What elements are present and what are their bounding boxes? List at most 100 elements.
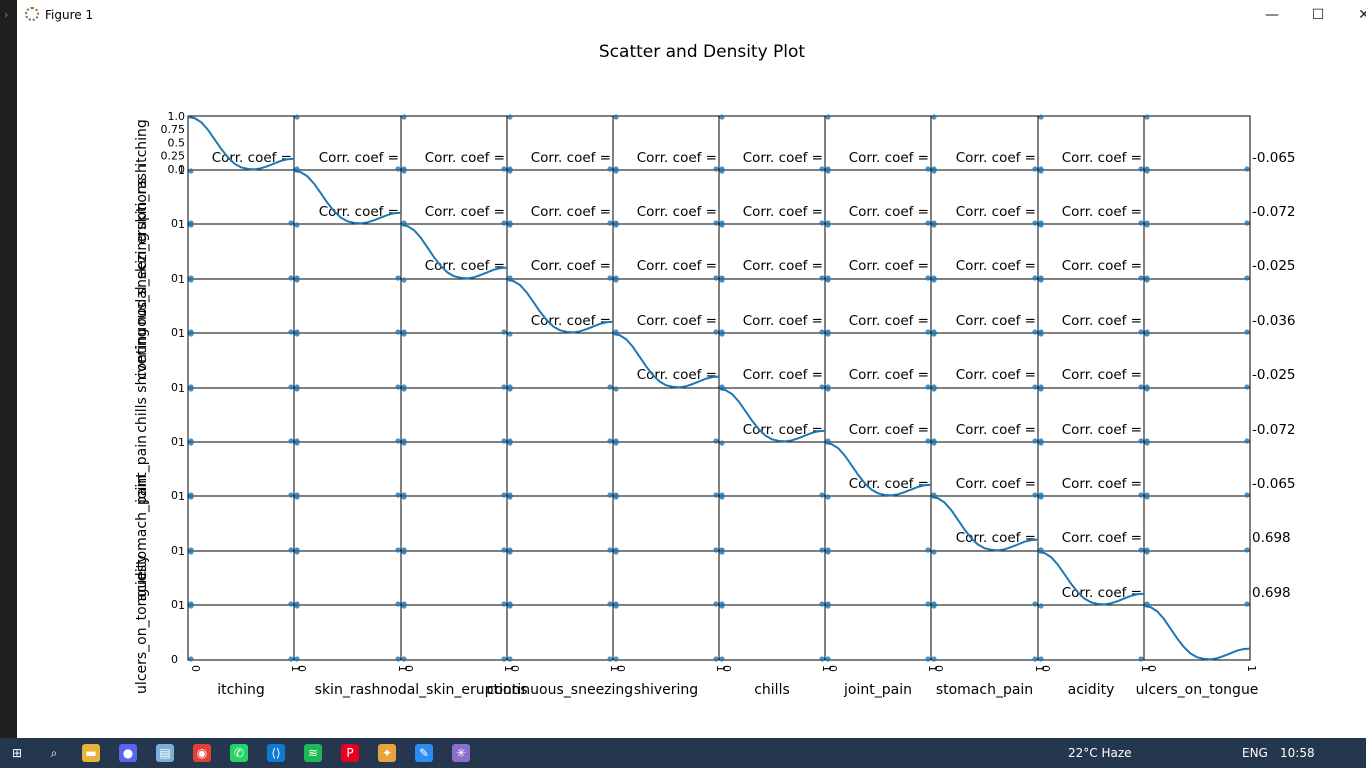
clock[interactable]: 10:58 (1280, 746, 1315, 760)
corr-coef-label: Corr. coef = (637, 258, 717, 274)
scatter-point (607, 438, 613, 444)
x-axis-label: itching (217, 682, 265, 698)
notepad-icon[interactable]: ▤ (156, 744, 174, 762)
pinterest-icon[interactable]: P (341, 744, 359, 762)
file-explorer-icon[interactable]: ▬ (82, 744, 100, 762)
corr-coef-label: Corr. coef = (531, 204, 611, 220)
scatter-point (925, 329, 931, 335)
scatter-point (1244, 438, 1250, 444)
corr-coef-value: -0.072 (1252, 204, 1296, 220)
tools-icon[interactable]: ✦ (378, 744, 396, 762)
subplot-frame (1143, 223, 1251, 280)
corr-coef-label: Corr. coef = (531, 258, 611, 274)
pen-icon[interactable]: ✎ (415, 744, 433, 762)
scatter-point (188, 549, 194, 555)
scatter-point (395, 438, 401, 444)
corr-coef-label: Corr. coef = (1062, 367, 1142, 383)
scatter-point (1244, 220, 1250, 226)
y-axis-label: ulcers_on_tongue (134, 571, 150, 694)
corr-coef-value: -0.036 (1252, 313, 1296, 329)
scatter-point (1138, 220, 1144, 226)
scatter-point (613, 549, 619, 555)
scatter-point (825, 386, 831, 392)
scatter-point (1244, 329, 1250, 335)
subplot-frame (612, 604, 720, 661)
scatter-point (188, 277, 194, 283)
scatter-point (507, 114, 513, 120)
discord-icon[interactable]: ● (119, 744, 137, 762)
scatter-point (288, 492, 294, 498)
scatter-point (288, 547, 294, 553)
subplot-frame (1143, 495, 1251, 552)
subplot-frame (400, 550, 508, 606)
y-tick-label: 0 (171, 598, 178, 611)
y-tick-label: 1 (178, 382, 185, 395)
corr-coef-value: 0.698 (1252, 530, 1291, 546)
corr-coef-label: Corr. coef = (1062, 476, 1142, 492)
scatter-point (294, 494, 300, 500)
scatter-point (819, 656, 825, 662)
scatter-point (401, 656, 407, 662)
subplot-frame (1143, 604, 1251, 661)
subplot-frame (187, 495, 295, 552)
subplot-frame (187, 441, 295, 497)
scatter-point (1244, 492, 1250, 498)
x-tick-label: 0 (826, 665, 839, 672)
corr-coef-label: Corr. coef = (637, 313, 717, 329)
scatter-point (401, 114, 407, 120)
vscode-icon[interactable]: ⟨⟩ (267, 744, 285, 762)
x-tick-label: 1 (1139, 665, 1152, 672)
figure-app-icon[interactable]: ✳ (452, 744, 470, 762)
scatter-point (613, 114, 619, 120)
corr-coef-label: Corr. coef = (1062, 150, 1142, 166)
corr-coef-label: Corr. coef = (637, 204, 717, 220)
language-indicator[interactable]: ENG (1242, 746, 1268, 760)
maximize-button[interactable]: ☐ (1311, 7, 1325, 23)
subplot-frame (718, 441, 826, 497)
x-axis-label: acidity (1068, 682, 1115, 698)
corr-coef-value: -0.025 (1252, 258, 1296, 274)
scatter-point (401, 440, 407, 446)
scatter-point (819, 166, 825, 172)
scatter-point (507, 656, 513, 662)
scatter-point (1244, 166, 1250, 172)
scatter-point (819, 220, 825, 226)
scatter-point (819, 547, 825, 553)
whatsapp-icon[interactable]: ✆ (230, 744, 248, 762)
scatter-point (501, 492, 507, 498)
search-icon[interactable]: ⌕ (45, 744, 63, 762)
chrome-icon[interactable]: ◉ (193, 744, 211, 762)
x-tick-label: 0 (402, 665, 415, 672)
scatter-point (288, 220, 294, 226)
corr-coef-label: Corr. coef = (849, 258, 929, 274)
subplot-frame (718, 495, 826, 552)
corr-coef-label: Corr. coef = (743, 367, 823, 383)
subplot-frame (1037, 604, 1145, 661)
x-axis-label: continuous_sneezing (487, 682, 633, 698)
minimize-button[interactable]: — (1265, 7, 1279, 23)
subplot-frame (612, 495, 720, 552)
spotify-icon[interactable]: ≋ (304, 744, 322, 762)
close-button[interactable]: ✕ (1358, 7, 1366, 23)
weather-widget[interactable]: 22°C Haze (1068, 746, 1132, 760)
scatter-point (825, 168, 831, 174)
corr-coef-value: -0.072 (1252, 422, 1296, 438)
scatter-point (1038, 440, 1044, 446)
scatter-point (607, 492, 613, 498)
scatter-point (501, 329, 507, 335)
y-axis-label: chills (134, 397, 150, 433)
scatter-point (825, 114, 831, 120)
density-curve (1143, 605, 1251, 661)
scatter-point (1032, 384, 1038, 390)
scatter-point (188, 440, 194, 446)
y-tick-label: 1 (178, 327, 185, 340)
scatter-point (1032, 275, 1038, 281)
y-axis-label: joint_pain (134, 435, 150, 504)
scatter-point (613, 656, 619, 662)
y-axis-label: continuous_sneezing (134, 233, 150, 379)
subplot-frame (718, 604, 826, 661)
scatter-point (188, 494, 194, 500)
scatter-point (288, 601, 294, 607)
scatter-point (925, 601, 931, 607)
windows-start-icon[interactable]: ⊞ (8, 744, 26, 762)
